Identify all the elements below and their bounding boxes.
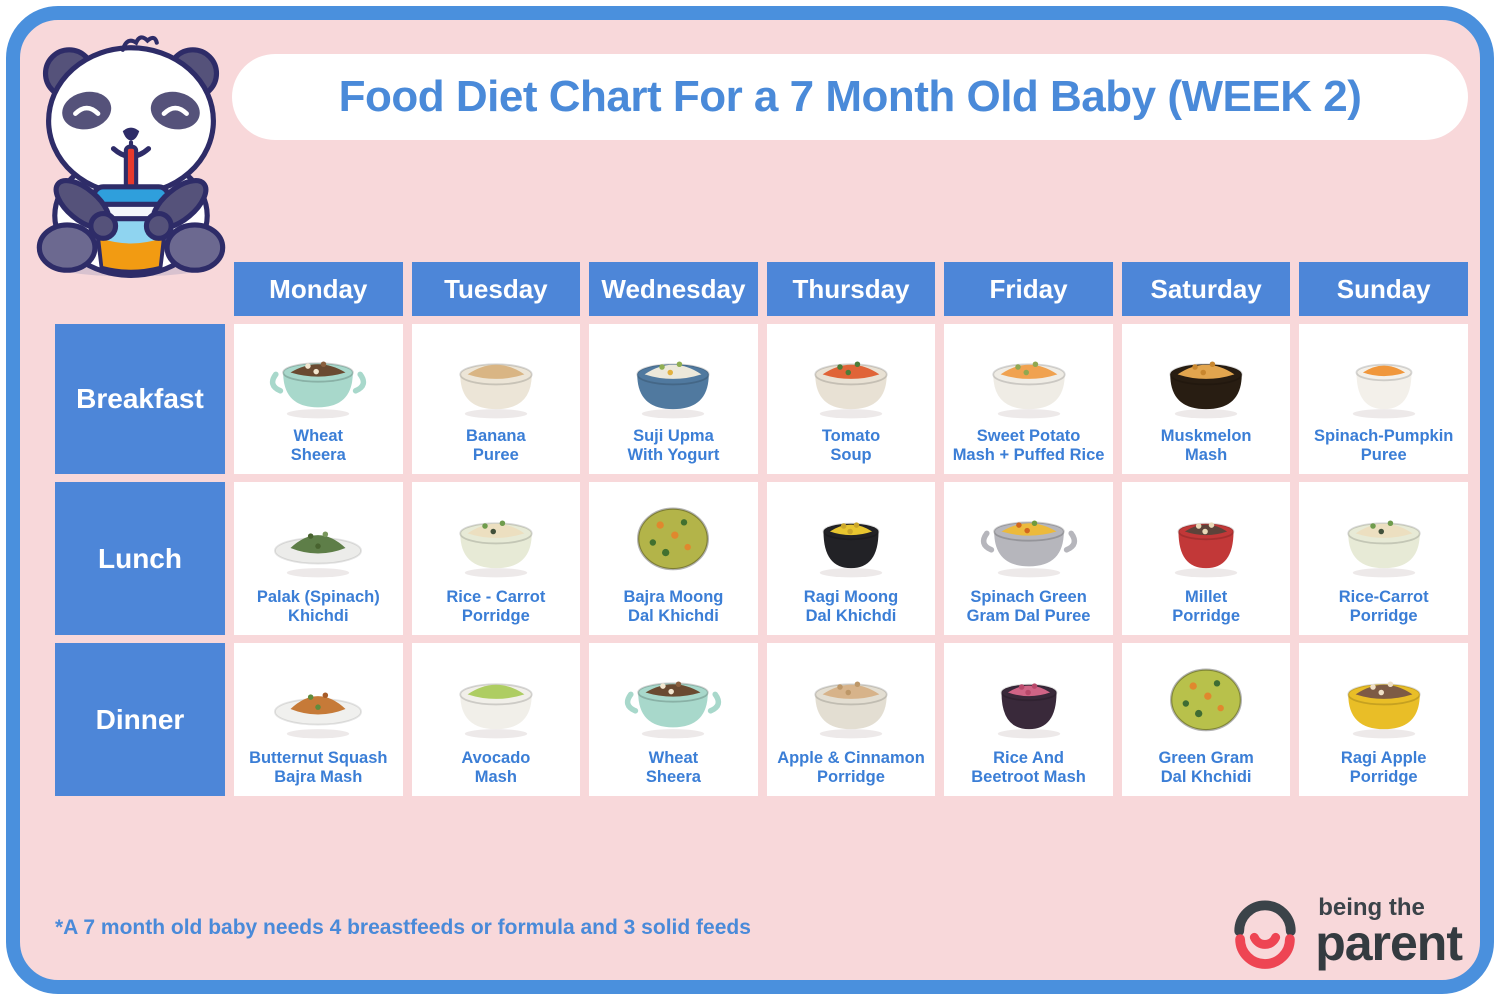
food-label: Green Gram Dal Khchidi bbox=[1158, 749, 1254, 787]
food-cell: Ragi Moong Dal Khichdi bbox=[766, 482, 936, 635]
food-cell: Sweet Potato Mash + Puffed Rice bbox=[944, 324, 1113, 474]
food-image-icon bbox=[974, 647, 1084, 749]
day-header-friday: Friday bbox=[944, 262, 1113, 316]
food-label: Banana Puree bbox=[466, 427, 526, 465]
food-image-icon bbox=[263, 328, 373, 427]
food-label: Ragi Moong Dal Khichdi bbox=[803, 588, 899, 626]
food-label: Ragi Apple Porridge bbox=[1340, 749, 1427, 787]
panda-mascot-icon bbox=[28, 22, 234, 278]
food-cell: Millet Porridge bbox=[1121, 482, 1291, 635]
food-cell: Wheat Sheera bbox=[589, 643, 758, 796]
food-label: Spinach Green Gram Dal Puree bbox=[966, 588, 1091, 626]
row-label-breakfast: Breakfast bbox=[55, 324, 225, 474]
food-image-icon bbox=[263, 486, 373, 588]
food-image-icon bbox=[1329, 328, 1439, 427]
logo-line2: parent bbox=[1315, 915, 1463, 971]
food-image-icon bbox=[1151, 328, 1261, 427]
food-label: Spinach-Pumpkin Puree bbox=[1314, 427, 1454, 465]
food-label: Avocado Mash bbox=[461, 749, 531, 787]
food-label: Suji Upma With Yogurt bbox=[627, 427, 720, 465]
grid-corner bbox=[55, 262, 225, 316]
food-image-icon bbox=[974, 486, 1084, 588]
food-cell: Avocado Mash bbox=[411, 643, 581, 796]
food-label: Butternut Squash Bajra Mash bbox=[249, 749, 388, 787]
food-image-icon bbox=[796, 328, 906, 427]
food-cell: Butternut Squash Bajra Mash bbox=[234, 643, 403, 796]
food-image-icon bbox=[796, 486, 906, 588]
food-cell: Wheat Sheera bbox=[234, 324, 403, 474]
food-label: Rice - Carrot Porridge bbox=[446, 588, 546, 626]
day-header-tuesday: Tuesday bbox=[411, 262, 581, 316]
food-image-icon bbox=[974, 328, 1084, 427]
food-label: Wheat Sheera bbox=[290, 427, 346, 465]
food-cell: Suji Upma With Yogurt bbox=[589, 324, 758, 474]
food-label: Rice-Carrot Porridge bbox=[1338, 588, 1429, 626]
day-header-saturday: Saturday bbox=[1121, 262, 1291, 316]
food-cell: Muskmelon Mash bbox=[1121, 324, 1291, 474]
logo-line1: being the bbox=[1318, 894, 1425, 921]
food-cell: Banana Puree bbox=[411, 324, 581, 474]
food-cell: Rice And Beetroot Mash bbox=[944, 643, 1113, 796]
food-cell: Apple & Cinnamon Porridge bbox=[766, 643, 936, 796]
food-label: Bajra Moong Dal Khichdi bbox=[623, 588, 724, 626]
food-cell: Rice - Carrot Porridge bbox=[411, 482, 581, 635]
food-image-icon bbox=[263, 647, 373, 749]
food-label: Tomato Soup bbox=[821, 427, 881, 465]
page-title: Food Diet Chart For a 7 Month Old Baby (… bbox=[338, 72, 1362, 121]
food-cell: Spinach Green Gram Dal Puree bbox=[944, 482, 1113, 635]
footnote: *A 7 month old baby needs 4 breastfeeds … bbox=[55, 916, 751, 939]
smiley-logo-icon bbox=[1234, 900, 1296, 969]
food-image-icon bbox=[618, 328, 728, 427]
food-label: Muskmelon Mash bbox=[1160, 427, 1252, 465]
food-image-icon bbox=[441, 647, 551, 749]
food-image-icon bbox=[1151, 486, 1261, 588]
day-header-monday: Monday bbox=[234, 262, 403, 316]
day-header-sunday: Sunday bbox=[1299, 262, 1468, 316]
diet-grid: Monday Tuesday Wednesday Thursday Friday Satu… bbox=[55, 262, 1468, 796]
food-label: Rice And Beetroot Mash bbox=[971, 749, 1086, 787]
food-cell: Green Gram Dal Khchidi bbox=[1121, 643, 1291, 796]
food-label: Sweet Potato Mash + Puffed Rice bbox=[952, 427, 1105, 465]
food-image-icon bbox=[441, 328, 551, 427]
food-image-icon bbox=[618, 486, 728, 588]
row-label-lunch: Lunch bbox=[55, 482, 225, 635]
day-header-thursday: Thursday bbox=[766, 262, 936, 316]
row-label-dinner: Dinner bbox=[55, 643, 225, 796]
title-banner: Food Diet Chart For a 7 Month Old Baby (… bbox=[232, 54, 1468, 140]
day-header-wednesday: Wednesday bbox=[589, 262, 758, 316]
food-image-icon bbox=[618, 647, 728, 749]
food-label: Wheat Sheera bbox=[645, 749, 701, 787]
food-cell: Rice-Carrot Porridge bbox=[1299, 482, 1468, 635]
food-image-icon bbox=[1329, 486, 1439, 588]
food-cell: Spinach-Pumpkin Puree bbox=[1299, 324, 1468, 474]
food-image-icon bbox=[796, 647, 906, 749]
food-cell: Ragi Apple Porridge bbox=[1299, 643, 1468, 796]
food-cell: Bajra Moong Dal Khichdi bbox=[589, 482, 758, 635]
food-label: Millet Porridge bbox=[1172, 588, 1241, 626]
food-label: Apple & Cinnamon Porridge bbox=[777, 749, 925, 787]
food-label: Palak (Spinach) Khichdi bbox=[256, 588, 380, 626]
food-cell: Tomato Soup bbox=[766, 324, 936, 474]
food-image-icon bbox=[441, 486, 551, 588]
food-image-icon bbox=[1329, 647, 1439, 749]
food-cell: Palak (Spinach) Khichdi bbox=[234, 482, 403, 635]
brand-logo: being the parent bbox=[1225, 892, 1463, 972]
food-image-icon bbox=[1151, 647, 1261, 749]
